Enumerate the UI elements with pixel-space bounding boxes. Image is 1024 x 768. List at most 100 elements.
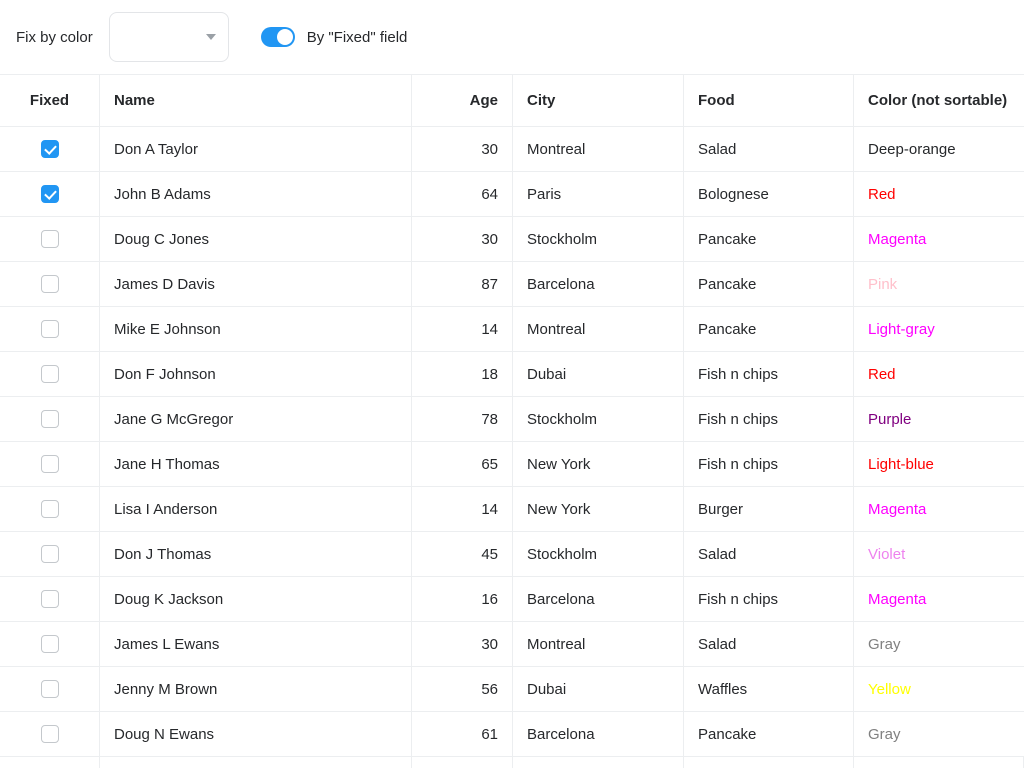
cell-food: Fish n chips <box>684 577 854 621</box>
table-row[interactable]: Doug N Ewans 61 Barcelona Pancake Gray <box>0 712 1024 757</box>
cell-food: Pancake <box>684 262 854 306</box>
fixed-checkbox[interactable] <box>40 410 59 428</box>
fixed-checkbox[interactable] <box>40 680 59 698</box>
table-row-partial[interactable] <box>0 757 1024 768</box>
cell-age: 14 <box>412 307 513 351</box>
cell-name: James D Davis <box>100 262 412 306</box>
chevron-down-icon <box>205 34 216 40</box>
cell-color: Deep-orange <box>868 140 956 158</box>
fixed-checkbox[interactable] <box>40 185 59 203</box>
fixed-checkbox[interactable] <box>40 230 59 248</box>
fixed-checkbox[interactable] <box>40 275 59 293</box>
cell-food: Waffles <box>684 667 854 711</box>
cell-age: 78 <box>412 397 513 441</box>
cell-city: Barcelona <box>513 262 684 306</box>
table-row[interactable]: Don F Johnson 18 Dubai Fish n chips Red <box>0 352 1024 397</box>
cell-fixed <box>0 217 100 261</box>
table-row[interactable]: James D Davis 87 Barcelona Pancake Pink <box>0 262 1024 307</box>
table-row[interactable]: Doug C Jones 30 Stockholm Pancake Magenta <box>0 217 1024 262</box>
column-header-fixed[interactable]: Fixed <box>0 75 100 126</box>
cell-color: Magenta <box>868 500 927 518</box>
table-body: Don A Taylor 30 Montreal Salad Deep-orange Jo… <box>0 127 1024 768</box>
fixed-checkbox[interactable] <box>40 725 59 743</box>
table-row[interactable]: Doug K Jackson 16 Barcelona Fish n chips Mag… <box>0 577 1024 622</box>
table-row[interactable]: Don A Taylor 30 Montreal Salad Deep-orange <box>0 127 1024 172</box>
cell-fixed <box>0 667 100 711</box>
cell-name: Doug N Ewans <box>100 712 412 756</box>
cell-fixed <box>0 487 100 531</box>
fixed-checkbox[interactable] <box>40 590 59 608</box>
cell-name: Lisa I Anderson <box>100 487 412 531</box>
cell-partial <box>684 757 854 768</box>
cell-name: Mike E Johnson <box>100 307 412 351</box>
cell-name: Jane G McGregor <box>100 397 412 441</box>
cell-age: 65 <box>412 442 513 486</box>
cell-food: Pancake <box>684 217 854 261</box>
cell-color: Red <box>868 185 896 203</box>
cell-food: Burger <box>684 487 854 531</box>
fixed-field-toggle-label: By "Fixed" field <box>306 28 408 46</box>
fixed-checkbox[interactable] <box>40 635 59 653</box>
cell-age: 64 <box>412 172 513 216</box>
cell-city: Dubai <box>513 667 684 711</box>
fixed-checkbox[interactable] <box>40 365 59 383</box>
cell-city: Stockholm <box>513 397 684 441</box>
cell-color: Pink <box>868 275 898 293</box>
cell-city: Montreal <box>513 307 684 351</box>
cell-food: Bolognese <box>684 172 854 216</box>
cell-age: 18 <box>412 352 513 396</box>
table-row[interactable]: James L Ewans 30 Montreal Salad Gray <box>0 622 1024 667</box>
cell-name: Don J Thomas <box>100 532 412 576</box>
fixed-checkbox[interactable] <box>40 500 59 518</box>
fixed-field-toggle-group[interactable]: By "Fixed" field <box>260 27 408 47</box>
cell-city: Paris <box>513 172 684 216</box>
column-header-color: Color (not sortable) <box>868 92 1008 109</box>
cell-food: Salad <box>684 127 854 171</box>
cell-fixed <box>0 622 100 666</box>
cell-name: James L Ewans <box>100 622 412 666</box>
cell-age: 30 <box>412 622 513 666</box>
table-row[interactable]: Lisa I Anderson 14 New York Burger Magenta <box>0 487 1024 532</box>
cell-city: Stockholm <box>513 532 684 576</box>
fix-by-color-label: Fix by color <box>16 28 93 46</box>
column-header-name[interactable]: Name <box>100 75 412 126</box>
table-row[interactable]: John B Adams 64 Paris Bolognese Red <box>0 172 1024 217</box>
cell-food: Salad <box>684 622 854 666</box>
cell-age: 14 <box>412 487 513 531</box>
cell-partial <box>513 757 684 768</box>
table-row[interactable]: Jane H Thomas 65 New York Fish n chips Light… <box>0 442 1024 487</box>
cell-fixed <box>0 262 100 306</box>
cell-color: Purple <box>868 410 912 428</box>
table-row[interactable]: Don J Thomas 45 Stockholm Salad Violet <box>0 532 1024 577</box>
cell-partial <box>854 757 1024 768</box>
fixed-checkbox[interactable] <box>40 545 59 563</box>
column-header-age[interactable]: Age <box>412 75 513 126</box>
table-row[interactable]: Jane G McGregor 78 Stockholm Fish n chips Pu… <box>0 397 1024 442</box>
cell-fixed <box>0 442 100 486</box>
cell-partial <box>100 757 412 768</box>
table-row[interactable]: Jenny M Brown 56 Dubai Waffles Yellow <box>0 667 1024 712</box>
cell-color: Magenta <box>868 230 927 248</box>
cell-fixed <box>0 532 100 576</box>
cell-name: Don F Johnson <box>100 352 412 396</box>
table-row[interactable]: Mike E Johnson 14 Montreal Pancake Light-gra… <box>0 307 1024 352</box>
fixed-checkbox[interactable] <box>40 455 59 473</box>
cell-fixed <box>0 352 100 396</box>
column-header-food[interactable]: Food <box>684 75 854 126</box>
cell-name: Doug C Jones <box>100 217 412 261</box>
cell-food: Salad <box>684 532 854 576</box>
color-select[interactable] <box>108 12 229 62</box>
cell-city: Montreal <box>513 622 684 666</box>
cell-age: 87 <box>412 262 513 306</box>
fixed-checkbox[interactable] <box>40 320 59 338</box>
column-header-city[interactable]: City <box>513 75 684 126</box>
cell-color: Light-gray <box>868 320 935 338</box>
fixed-checkbox[interactable] <box>40 140 59 158</box>
fixed-field-toggle[interactable] <box>260 27 295 47</box>
cell-color: Red <box>868 365 896 383</box>
cell-name: Don A Taylor <box>100 127 412 171</box>
cell-age: 30 <box>412 217 513 261</box>
cell-food: Fish n chips <box>684 352 854 396</box>
cell-age: 45 <box>412 532 513 576</box>
